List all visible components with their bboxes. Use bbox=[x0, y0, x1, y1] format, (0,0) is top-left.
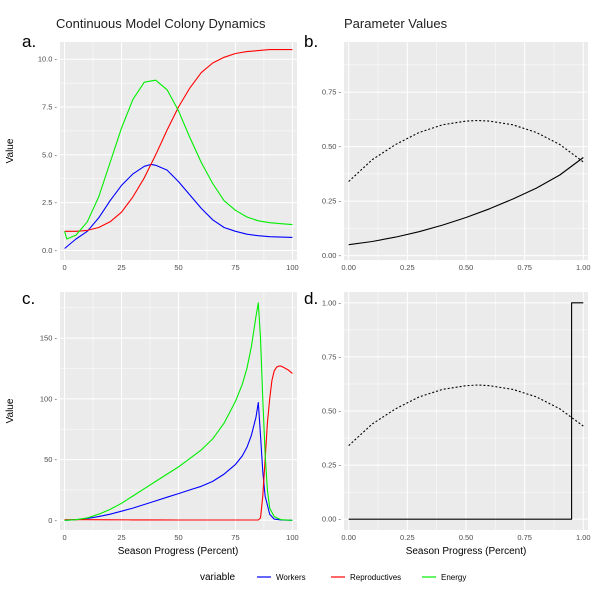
y-tick-label: 150 - bbox=[40, 334, 58, 343]
x-tick-label: 50 bbox=[174, 533, 182, 542]
x-tick-label: 0.00 bbox=[341, 263, 356, 272]
x-axis-title: Season Progress (Percent) bbox=[118, 546, 239, 557]
legend-title: variable bbox=[200, 572, 235, 583]
panel-title: Continuous Model Colony Dynamics bbox=[56, 16, 266, 31]
series-line-workers bbox=[64, 163, 293, 249]
panel-tag: b. bbox=[304, 32, 318, 51]
y-tick-label: 0.25 - bbox=[322, 461, 342, 470]
panel-a: 0 25 50 75 100 0.0 - 2.5 - 5.0 - 7.5 - 10.0 -a. Co… bbox=[5, 16, 299, 272]
panel-tag: d. bbox=[304, 289, 318, 308]
series-line-reproductives bbox=[64, 365, 293, 521]
x-tick-label: 0.50 bbox=[459, 263, 474, 272]
x-axis-title: Season Progress (Percent) bbox=[406, 546, 527, 557]
y-axis-title: Value bbox=[5, 138, 16, 163]
legend: variable Workers Reproductives Energy bbox=[200, 572, 466, 583]
x-tick-label: 0.25 bbox=[400, 263, 415, 272]
legend-label-energy: Energy bbox=[441, 573, 466, 582]
x-tick-label: 0.75 bbox=[517, 533, 532, 542]
series-line-dotted bbox=[348, 384, 584, 447]
y-axis-title: Value bbox=[5, 398, 16, 423]
y-tick-label: 2.5 - bbox=[42, 198, 58, 207]
panels: 0 25 50 75 100 0.0 - 2.5 - 5.0 - 7.5 - 10.0 -a. Co… bbox=[5, 16, 591, 557]
x-tick-label: 25 bbox=[117, 533, 125, 542]
y-tick-label: 5.0 - bbox=[42, 150, 58, 159]
series-line-energy bbox=[64, 302, 293, 521]
x-tick-label: 0 bbox=[62, 263, 66, 272]
legend-label-reproductives: Reproductives bbox=[350, 573, 401, 582]
x-tick-label: 75 bbox=[231, 533, 239, 542]
x-tick-label: 100 bbox=[286, 263, 299, 272]
y-tick-label: 0.50 - bbox=[322, 407, 342, 416]
x-tick-label: 0 bbox=[62, 533, 66, 542]
y-tick-label: 0 - bbox=[48, 516, 57, 525]
x-tick-label: 0.00 bbox=[341, 533, 356, 542]
panel-d: 0.00 0.25 0.50 0.75 1.00 0.00 - 0.25 - 0.50 - 0.… bbox=[304, 289, 591, 557]
x-tick-label: 75 bbox=[231, 263, 239, 272]
y-tick-label: 7.5 - bbox=[42, 103, 58, 112]
series-line-solid bbox=[348, 302, 584, 520]
panel-c: 0 25 50 75 100 0 - 50 - 100 - 150 - c. Value Season… bbox=[5, 289, 299, 557]
x-tick-label: 25 bbox=[117, 263, 125, 272]
y-tick-label: 0.00 - bbox=[322, 515, 342, 524]
y-tick-label: 0.0 - bbox=[42, 246, 58, 255]
x-tick-label: 100 bbox=[286, 533, 299, 542]
y-tick-label: 0.75 - bbox=[322, 352, 342, 361]
panel-title: Parameter Values bbox=[344, 16, 448, 31]
x-tick-label: 1.00 bbox=[576, 533, 591, 542]
y-tick-label: 0.50 - bbox=[322, 142, 342, 151]
x-tick-label: 0.75 bbox=[517, 263, 532, 272]
series-line-reproductives bbox=[64, 49, 293, 232]
y-tick-label: 10.0 - bbox=[38, 55, 58, 64]
x-tick-label: 0.25 bbox=[400, 533, 415, 542]
panel-tag: c. bbox=[22, 289, 35, 308]
y-tick-label: 100 - bbox=[40, 394, 58, 403]
legend-label-workers: Workers bbox=[276, 573, 306, 582]
y-tick-label: 50 - bbox=[44, 455, 57, 464]
series-line-energy bbox=[64, 79, 293, 240]
x-tick-label: 0.50 bbox=[459, 533, 474, 542]
panel-tag: a. bbox=[22, 32, 36, 51]
y-tick-label: 0.25 - bbox=[322, 197, 342, 206]
series-line-solid bbox=[348, 157, 584, 246]
panel-b: 0.00 0.25 0.50 0.75 1.00 0.00 - 0.25 - 0.50 - 0.… bbox=[304, 16, 591, 272]
x-tick-label: 50 bbox=[174, 263, 182, 272]
y-tick-label: 0.75 - bbox=[322, 88, 342, 97]
y-tick-label: 1.00 - bbox=[322, 298, 342, 307]
series-line-dotted bbox=[348, 119, 584, 182]
x-tick-label: 1.00 bbox=[576, 263, 591, 272]
y-tick-label: 0.00 - bbox=[322, 251, 342, 260]
